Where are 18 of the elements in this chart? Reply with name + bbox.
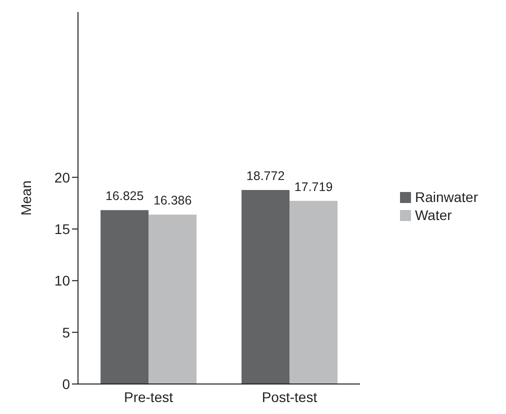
x-tick-label: Pre-test [124, 388, 174, 405]
bar [242, 190, 290, 384]
y-tick-label: 0 [62, 376, 70, 392]
legend-label: Rainwater [414, 189, 478, 205]
y-tick-label: 15 [54, 220, 70, 237]
legend-label: Water [414, 207, 452, 223]
y-axis-title: Mean [18, 180, 34, 216]
data-label: 18.772 [246, 169, 285, 184]
data-label: 17.719 [294, 180, 333, 194]
data-label: 16.386 [153, 194, 192, 208]
bar [148, 214, 197, 384]
data-label: 16.825 [105, 189, 144, 204]
y-tick-label: 5 [62, 324, 70, 340]
y-tick-label: 10 [54, 272, 70, 289]
bar [100, 210, 149, 384]
x-tick-label: Post-test [262, 388, 318, 405]
y-tick-label: 20 [54, 169, 70, 186]
bar [290, 200, 338, 384]
